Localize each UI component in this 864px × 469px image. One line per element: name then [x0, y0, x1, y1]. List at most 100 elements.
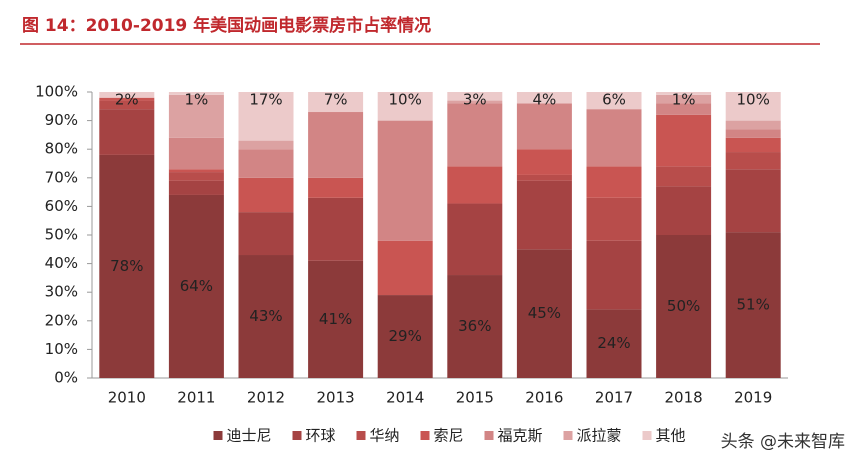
bar-segment: [516, 180, 572, 250]
bar-segment: [586, 92, 642, 110]
y-tick-label: 100%: [35, 83, 78, 101]
bar-segment: [168, 180, 224, 195]
data-label: 29%: [389, 327, 422, 345]
bar-segment: [99, 100, 155, 110]
data-label: 3%: [463, 91, 487, 109]
watermark: 头条 @未来智库: [721, 432, 845, 452]
x-tick-label: 2018: [665, 389, 703, 407]
bar-segment: [725, 152, 781, 170]
y-tick-label: 20%: [45, 311, 78, 329]
x-tick-label: 2012: [247, 389, 285, 407]
data-label: 2%: [115, 91, 139, 109]
bar-segment: [725, 92, 781, 121]
bar-segment: [377, 120, 433, 241]
bar-segment: [656, 92, 712, 95]
bar-segment: [447, 100, 503, 104]
data-label: 64%: [180, 277, 213, 295]
bar-segment: [308, 197, 364, 261]
bar-segment: [308, 92, 364, 113]
y-tick-label: 80%: [45, 140, 78, 158]
legend-label: 派拉蒙: [577, 427, 622, 445]
bar-segment: [168, 92, 224, 95]
bar-segment: [168, 137, 224, 170]
bar-segment: [99, 97, 155, 101]
legend-label: 福克斯: [498, 427, 543, 445]
data-label: 1%: [185, 91, 209, 109]
legend-swatch: [420, 431, 430, 440]
chart-title: 图 14：2010-2019 年美国动画电影票房市占率情况: [22, 15, 431, 36]
bar-segment: [656, 114, 712, 167]
y-tick-label: 40%: [45, 254, 78, 272]
legend-label: 迪士尼: [227, 427, 272, 445]
legend-label: 华纳: [370, 427, 400, 445]
bar-segment: [238, 255, 294, 378]
bar-segment: [656, 103, 712, 115]
x-tick-label: 2011: [177, 389, 215, 407]
y-tick-label: 10%: [45, 340, 78, 358]
data-label: 78%: [110, 257, 143, 275]
legend-swatch: [213, 431, 223, 440]
data-label: 1%: [672, 91, 696, 109]
x-tick-label: 2010: [108, 389, 146, 407]
data-label: 6%: [602, 91, 626, 109]
bar-segment: [447, 92, 503, 101]
bar-segment: [516, 249, 572, 378]
y-tick-label: 50%: [45, 226, 78, 244]
bar-segment: [656, 166, 712, 187]
legend-swatch: [356, 431, 366, 440]
bar-segment: [586, 109, 642, 167]
data-label: 50%: [667, 297, 700, 315]
bar-segment: [656, 235, 712, 378]
legend-swatch: [563, 431, 573, 440]
bar-segment: [308, 260, 364, 378]
data-label: 24%: [597, 334, 630, 352]
bar-segment: [725, 129, 781, 138]
data-label: 36%: [458, 317, 491, 335]
bar-segment: [586, 166, 642, 198]
bar-segment: [168, 94, 224, 138]
bar-segment: [308, 177, 364, 198]
bar-segment: [516, 92, 572, 104]
bar-segment: [586, 240, 642, 310]
bar-segment: [377, 92, 433, 121]
x-tick-label: 2014: [386, 389, 424, 407]
bar-segment: [99, 92, 155, 98]
bar-segment: [238, 149, 294, 178]
bar-segment: [238, 177, 294, 213]
bar-segment: [99, 109, 155, 155]
bar-segment: [377, 240, 433, 296]
legend-label: 索尼: [434, 427, 464, 445]
bar-segment: [168, 194, 224, 378]
bar-segment: [447, 275, 503, 378]
legend-swatch: [642, 431, 652, 440]
bar-segment: [238, 140, 294, 150]
bar-segment: [725, 169, 781, 233]
x-tick-label: 2015: [456, 389, 494, 407]
bar-segment: [656, 94, 712, 104]
bar-segment: [168, 172, 224, 181]
data-label: 10%: [737, 91, 770, 109]
bar-segment: [447, 166, 503, 204]
data-label: 43%: [249, 307, 282, 325]
x-tick-label: 2013: [317, 389, 355, 407]
bar-segment: [516, 103, 572, 150]
data-label: 4%: [533, 91, 557, 109]
bar-segment: [725, 120, 781, 130]
legend-label: 环球: [306, 427, 336, 445]
y-tick-label: 90%: [45, 111, 78, 129]
bar-segment: [99, 154, 155, 378]
data-label: 10%: [389, 91, 422, 109]
data-label: 7%: [324, 91, 348, 109]
bar-segment: [725, 232, 781, 378]
bar-segment: [447, 103, 503, 167]
data-label: 45%: [528, 304, 561, 322]
bar-segment: [516, 174, 572, 181]
bar-segment: [168, 169, 224, 173]
y-tick-label: 30%: [45, 283, 78, 301]
x-tick-label: 2019: [734, 389, 772, 407]
legend-swatch: [484, 431, 494, 440]
y-tick-label: 0%: [54, 369, 78, 387]
x-tick-label: 2016: [525, 389, 563, 407]
legend-label: 其他: [656, 427, 686, 445]
